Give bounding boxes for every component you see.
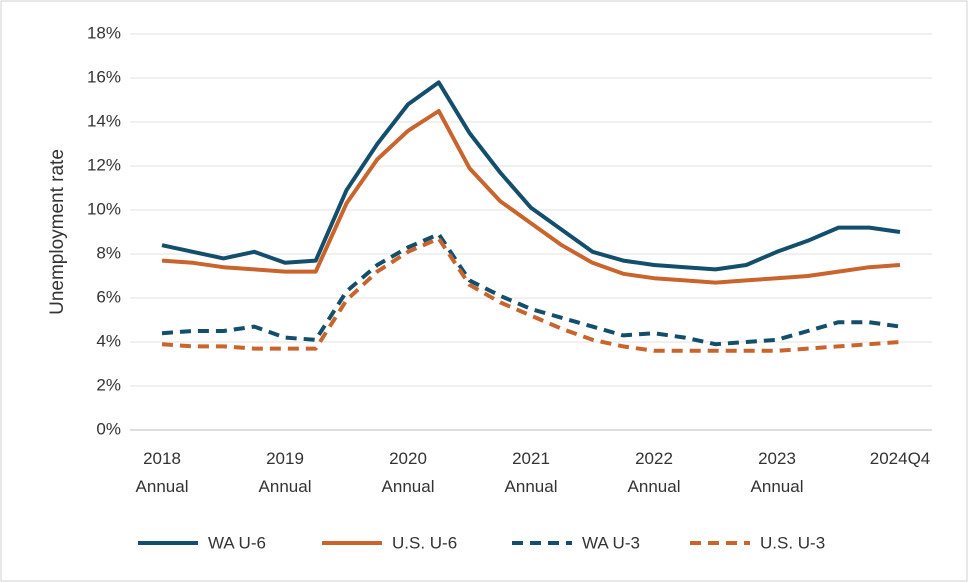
series-line [161, 80, 901, 272]
legend-label: U.S. U-6 [392, 533, 457, 552]
y-axis-label: Unemployment rate [47, 149, 68, 315]
x-tick-label-line: 2023 [758, 449, 796, 468]
legend-label: WA U-3 [582, 533, 640, 552]
x-tick-label: 2018 Annual [136, 449, 189, 496]
x-tick-label-line: Annual [259, 477, 312, 496]
x-tick-label-line: Annual [382, 477, 435, 496]
x-tick-label-line: 2019 [266, 449, 304, 468]
y-tick-label: 0% [96, 419, 121, 438]
x-tick-label-line: 2024Q4 [870, 449, 931, 468]
x-tick-label: 2023 Annual [751, 449, 804, 496]
y-tick-label: 16% [87, 67, 121, 86]
x-tick-label-line: 2022 [635, 449, 673, 468]
series-line [161, 109, 901, 285]
y-tick-label: 18% [87, 23, 121, 42]
y-tick-label: 10% [87, 199, 121, 218]
legend-label: WA U-6 [208, 533, 266, 552]
x-tick-label: 2021 Annual [505, 449, 558, 496]
x-tick-label-line: 2020 [389, 449, 427, 468]
x-tick-label-line: 2018 [143, 449, 181, 468]
y-tick-label: 8% [96, 243, 121, 262]
x-tick-label-line: Annual [505, 477, 558, 496]
x-tick-label-line: Annual [628, 477, 681, 496]
y-tick-label: 12% [87, 155, 121, 174]
x-tick-label: 2019 Annual [259, 449, 312, 496]
y-tick-label: 4% [96, 331, 121, 350]
y-tick-label: 14% [87, 111, 121, 130]
x-tick-label: 2020 Annual [382, 449, 435, 496]
x-tick-label-line: 2021 [512, 449, 550, 468]
x-tick-label-line: Annual [751, 477, 804, 496]
y-tick-label: 2% [96, 375, 121, 394]
legend-label: U.S. U-3 [760, 533, 825, 552]
x-tick-label: 2024Q4 [870, 449, 931, 468]
x-tick-label-line: Annual [136, 477, 189, 496]
y-tick-label: 6% [96, 287, 121, 306]
x-tick-label: 2022 Annual [628, 449, 681, 496]
